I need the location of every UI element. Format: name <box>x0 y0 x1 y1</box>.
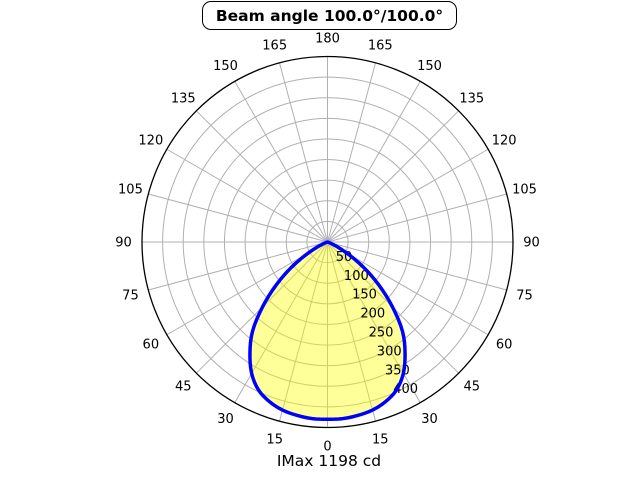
radial-tick-label-250: 250 <box>369 326 394 341</box>
imax-label: IMax 1198 cd <box>276 452 382 470</box>
angle-tick-label-left-45: 45 <box>175 380 192 395</box>
chart-title-box: Beam angle 100.0°/100.0° <box>202 1 457 30</box>
angle-tick-label-right-165: 165 <box>368 38 393 53</box>
angle-tick-label-left-75: 75 <box>122 288 139 303</box>
chart-title: Beam angle 100.0°/100.0° <box>215 6 444 25</box>
angle-tick-label-left-90: 90 <box>115 236 132 251</box>
radial-tick-label-200: 200 <box>360 307 385 322</box>
angle-tick-label-right-45: 45 <box>463 380 480 395</box>
angle-tick-label-right-120: 120 <box>492 134 517 149</box>
angle-tick-label-left-150: 150 <box>213 59 238 74</box>
angle-tick-label-right-60: 60 <box>496 338 513 353</box>
angle-tick-label-left-60: 60 <box>143 338 160 353</box>
angle-tick-label-left-165: 165 <box>262 38 287 53</box>
angle-tick-label-left-105: 105 <box>118 183 143 198</box>
angle-tick-label-left-30: 30 <box>217 412 234 427</box>
angle-tick-label-right-15: 15 <box>372 433 389 448</box>
radial-tick-label-100: 100 <box>344 269 369 284</box>
angle-tick-label-right-90: 90 <box>523 236 540 251</box>
angle-tick-label-right-30: 30 <box>421 412 438 427</box>
angle-tick-label-left-135: 135 <box>171 91 196 106</box>
beam-curve <box>248 240 407 422</box>
radial-tick-label-150: 150 <box>352 288 377 303</box>
angle-tick-label-right-105: 105 <box>512 183 537 198</box>
angle-tick-label-right-75: 75 <box>516 288 533 303</box>
beam-area <box>249 242 406 420</box>
radial-tick-label-300: 300 <box>377 344 402 359</box>
outer-circle <box>141 55 514 429</box>
angle-tick-label-left-120: 120 <box>138 134 163 149</box>
angle-tick-label-right-0: 0 <box>323 440 331 455</box>
angle-tick-label-left-15: 15 <box>266 433 283 448</box>
angle-tick-label-right-135: 135 <box>459 91 484 106</box>
angle-tick-label-right-180: 180 <box>315 32 340 47</box>
angle-tick-label-right-150: 150 <box>417 59 442 74</box>
